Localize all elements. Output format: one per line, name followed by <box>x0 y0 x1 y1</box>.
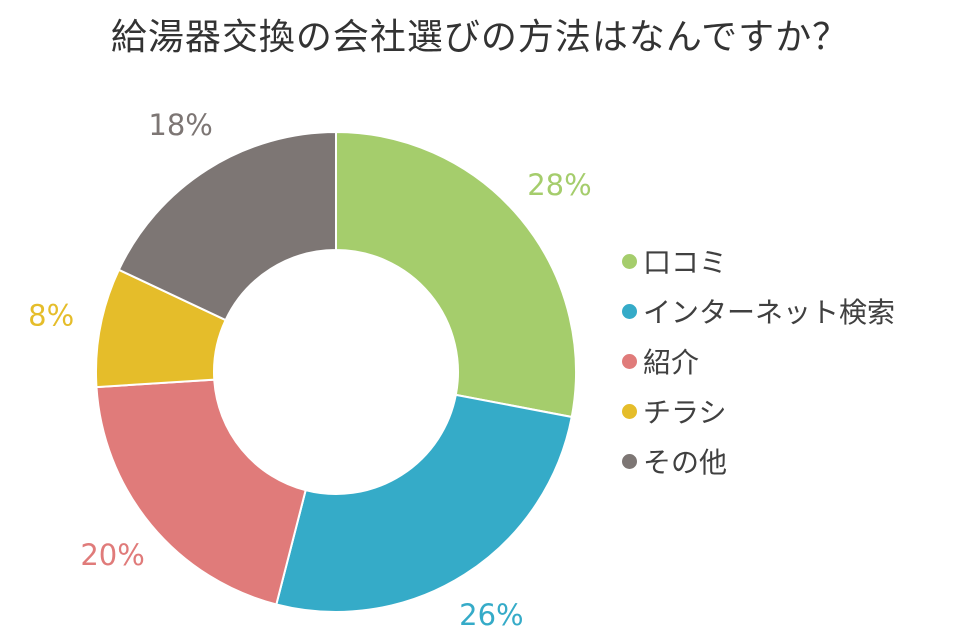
data-label-2: 26% <box>459 598 523 630</box>
data-label-5: 18% <box>148 108 212 142</box>
legend-item-5: その他 <box>622 436 895 486</box>
legend-item-4: チラシ <box>622 386 895 436</box>
legend-swatch <box>622 303 637 319</box>
data-labels: 28% 26% 20% 8% 18% <box>28 108 592 630</box>
legend-swatch <box>622 403 637 419</box>
legend-item-2: インターネット検索 <box>622 286 895 336</box>
legend-item-3: 紹介 <box>622 336 895 386</box>
legend-label: チラシ <box>643 396 727 429</box>
legend-label: 口コミ <box>643 246 728 279</box>
donut-slice-5 <box>117 130 337 322</box>
legend-label: 紹介 <box>643 346 700 379</box>
chart-legend: 口コミインターネット検索 紹介チラシその他 <box>622 236 895 486</box>
legend-swatch <box>622 253 637 269</box>
donut-slice-3 <box>95 378 307 606</box>
legend-swatch <box>622 353 637 369</box>
legend-label: インターネット検索 <box>643 296 896 329</box>
legend-swatch <box>622 453 637 469</box>
donut-slice-2 <box>275 393 573 613</box>
data-label-4: 8% <box>28 299 74 333</box>
data-label-1: 28% <box>527 168 591 202</box>
chart-title: 給湯器交換の会社選びの方法はなんですか？ <box>110 17 850 58</box>
legend-label: その他 <box>643 446 728 479</box>
data-label-3: 20% <box>80 538 144 572</box>
donut-slice-1 <box>335 130 577 419</box>
donut-slices <box>95 130 577 613</box>
legend-item-1: 口コミ <box>622 236 895 286</box>
